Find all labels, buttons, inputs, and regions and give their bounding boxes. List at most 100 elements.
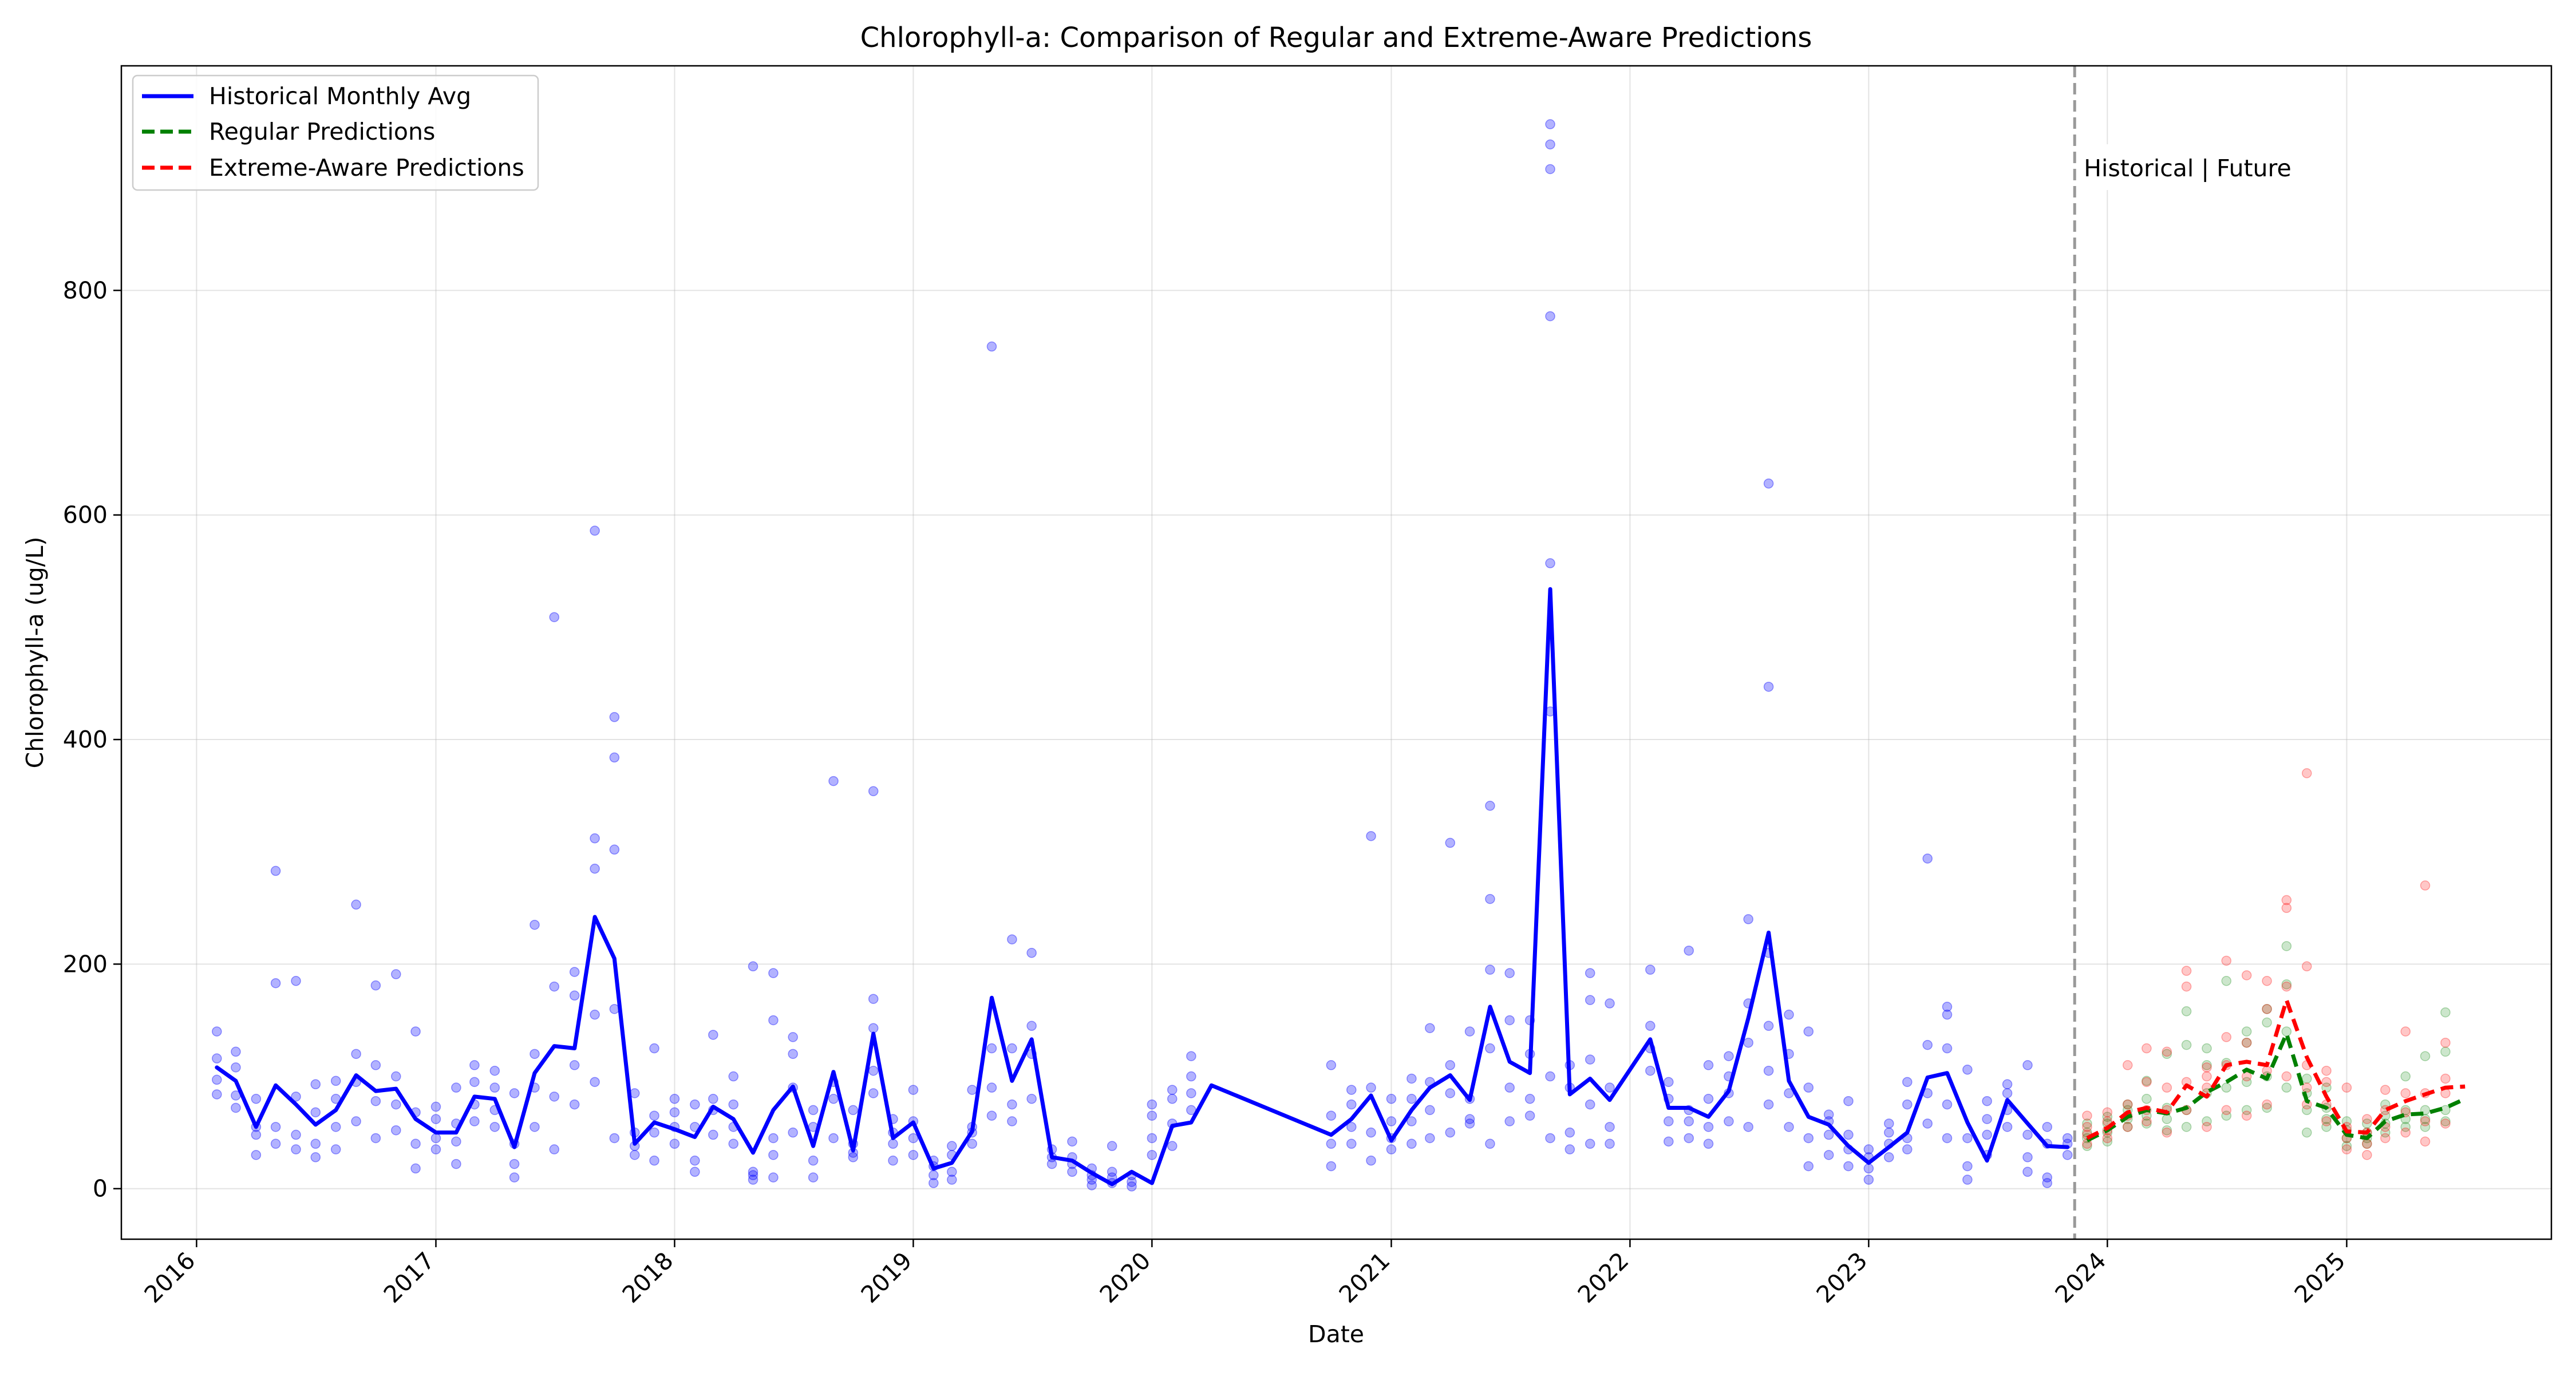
- historical-sample-point: [1645, 1065, 1656, 1076]
- extreme-sample-point: [2400, 1127, 2411, 1138]
- extreme-sample-point: [2420, 1116, 2431, 1126]
- regular-sample-point: [2082, 1118, 2092, 1129]
- historical-sample-point: [1962, 1175, 1973, 1185]
- historical-sample-point: [1605, 1122, 1615, 1132]
- historical-sample-point: [1346, 1122, 1357, 1132]
- historical-sample-point: [1346, 1138, 1357, 1149]
- extreme-aware-predictions-line: [2086, 998, 2466, 1140]
- historical-sample-point: [908, 1150, 919, 1160]
- historical-sample-point: [868, 1065, 879, 1076]
- historical-sample-point: [1664, 1136, 1674, 1147]
- extreme-sample-point: [2362, 1138, 2372, 1149]
- historical-sample-point: [1743, 1037, 1753, 1048]
- historical-sample-point: [1863, 1175, 1874, 1185]
- historical-sample-point: [1803, 1082, 1814, 1093]
- regular-sample-point: [2281, 1082, 2292, 1093]
- historical-sample-point: [1485, 1043, 1495, 1054]
- extreme-sample-point: [2341, 1144, 2352, 1154]
- historical-sample-point: [947, 1175, 957, 1185]
- historical-sample-point: [1086, 1180, 1097, 1191]
- historical-sample-point: [270, 1138, 281, 1149]
- historical-sample-point: [1545, 558, 1555, 568]
- regular-sample-point: [2420, 1051, 2431, 1061]
- historical-sample-point: [1684, 946, 1694, 956]
- historical-sample-point: [1863, 1144, 1874, 1154]
- extreme-sample-point: [2302, 1082, 2312, 1093]
- historical-sample-point: [1962, 1133, 1973, 1144]
- regular-sample-point: [2262, 1102, 2272, 1113]
- historical-sample-point: [669, 1138, 680, 1149]
- historical-sample-point: [868, 786, 879, 797]
- historical-sample-point: [1684, 1116, 1694, 1126]
- historical-sample-point: [1046, 1158, 1057, 1169]
- historical-sample-point: [251, 1129, 262, 1140]
- regular-sample-point: [2181, 1006, 2192, 1017]
- series-lines: [215, 587, 2466, 1187]
- historical-sample-point: [868, 1088, 879, 1098]
- historical-sample-point: [310, 1107, 321, 1118]
- historical-sample-point: [1724, 1051, 1734, 1061]
- extreme-sample-point: [2181, 981, 2192, 992]
- historical-sample-point: [590, 833, 600, 844]
- extreme-sample-point: [2241, 1037, 2252, 1048]
- historical-sample-point: [848, 1105, 859, 1116]
- historical-sample-point: [291, 1092, 301, 1102]
- extreme-sample-point: [2302, 961, 2312, 972]
- historical-sample-point: [310, 1138, 321, 1149]
- historical-sample-point: [690, 1167, 700, 1177]
- historical-sample-point: [1942, 1002, 1953, 1012]
- historical-sample-point: [509, 1158, 520, 1169]
- regular-sample-point: [2123, 1122, 2133, 1132]
- regular-sample-point: [2380, 1127, 2391, 1138]
- historical-sample-point: [1703, 1122, 1714, 1132]
- historical-sample-point: [1147, 1133, 1157, 1144]
- historical-sample-point: [410, 1138, 421, 1149]
- historical-sample-point: [690, 1099, 700, 1110]
- extreme-sample-point: [2400, 1088, 2411, 1098]
- historical-sample-point: [1605, 1082, 1615, 1093]
- extreme-sample-point: [2262, 1099, 2272, 1110]
- historical-sample-point: [1902, 1099, 1913, 1110]
- regular-sample-point: [2202, 1116, 2212, 1126]
- historical-sample-point: [1007, 934, 1017, 944]
- regular-sample-point: [2302, 1073, 2312, 1084]
- historical-sample-point: [1386, 1116, 1397, 1126]
- extreme-sample-point: [2221, 1032, 2231, 1042]
- extreme-sample-point: [2281, 895, 2292, 906]
- extreme-sample-point: [2123, 1122, 2133, 1132]
- historical-sample-point: [1026, 1094, 1037, 1104]
- historical-sample-point: [1366, 1127, 1376, 1138]
- historical-sample-point: [1464, 1026, 1475, 1037]
- historical-sample-point: [1823, 1150, 1834, 1160]
- extreme-sample-point: [2380, 1085, 2391, 1095]
- extreme-sample-point: [2123, 1099, 2133, 1110]
- regular-sample-point: [2241, 1026, 2252, 1037]
- historical-sample-point: [569, 967, 580, 977]
- historical-sample-point: [947, 1141, 957, 1151]
- extreme-sample-point: [2420, 1136, 2431, 1147]
- historical-sample-point: [310, 1152, 321, 1163]
- historical-sample-point: [370, 1096, 381, 1106]
- historical-sample-point: [1167, 1094, 1178, 1104]
- historical-sample-point: [410, 1163, 421, 1174]
- extreme-sample-point: [2241, 1110, 2252, 1121]
- regular-sample-point: [2400, 1122, 2411, 1132]
- historical-sample-point: [391, 1071, 401, 1082]
- historical-sample-point: [908, 1085, 919, 1095]
- historical-sample-point: [868, 1023, 879, 1033]
- historical-sample-point: [1962, 1161, 1973, 1172]
- historical-sample-point: [609, 1133, 620, 1144]
- historical-sample-point: [929, 1170, 939, 1180]
- historical-sample-point: [509, 1088, 520, 1098]
- historical-sample-point: [1346, 1099, 1357, 1110]
- historical-sample-point: [649, 1043, 659, 1054]
- historical-sample-point: [1504, 1082, 1515, 1093]
- y-tick-label: 200: [63, 950, 108, 978]
- extreme-sample-point: [2380, 1133, 2391, 1144]
- y-tick-label: 600: [63, 501, 108, 529]
- historical-sample-point: [1524, 1094, 1535, 1104]
- historical-sample-point: [609, 844, 620, 855]
- extreme-sample-point: [2082, 1110, 2092, 1121]
- historical-sample-point: [1127, 1181, 1137, 1192]
- historical-sample-point: [1724, 1116, 1734, 1126]
